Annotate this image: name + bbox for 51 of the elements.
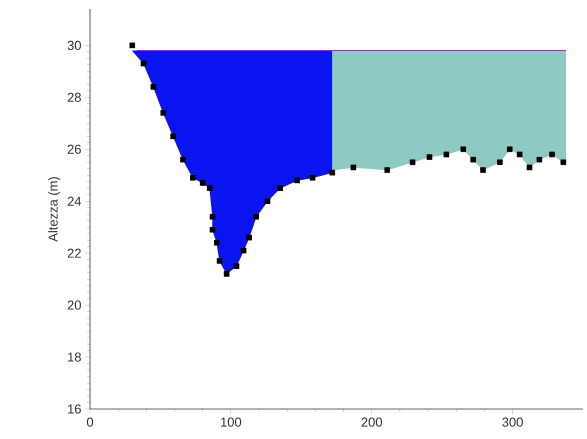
point bbox=[444, 152, 450, 158]
point bbox=[170, 133, 176, 140]
point bbox=[294, 178, 300, 184]
point bbox=[216, 258, 222, 264]
point bbox=[497, 159, 503, 166]
point bbox=[150, 84, 156, 90]
point bbox=[549, 152, 555, 158]
point bbox=[210, 226, 216, 233]
point bbox=[214, 240, 220, 246]
x-tick-label: 0 bbox=[86, 418, 94, 427]
x-tick-label: 100 bbox=[221, 418, 242, 427]
y-tick-label: 26 bbox=[68, 144, 81, 154]
point bbox=[560, 159, 566, 166]
point bbox=[310, 175, 316, 181]
y-tick-label: 20 bbox=[68, 300, 81, 310]
point bbox=[410, 159, 416, 166]
y-tick-label: 28 bbox=[68, 92, 81, 102]
y-axis-title: Altezza (m) bbox=[48, 177, 60, 242]
point bbox=[224, 271, 230, 277]
point bbox=[480, 167, 486, 173]
point bbox=[506, 146, 513, 152]
point bbox=[206, 185, 213, 192]
point bbox=[384, 167, 390, 173]
point bbox=[264, 198, 270, 204]
point bbox=[526, 164, 532, 170]
point bbox=[329, 170, 336, 176]
point bbox=[350, 164, 356, 170]
point bbox=[240, 248, 246, 254]
x-tick-label: 200 bbox=[362, 418, 382, 427]
y-tick-label: 24 bbox=[68, 196, 82, 206]
y-tick-label: 22 bbox=[68, 248, 81, 258]
point bbox=[140, 60, 146, 66]
y-tick-label: 30 bbox=[68, 40, 81, 50]
point bbox=[210, 214, 216, 220]
point bbox=[180, 156, 186, 162]
x-tick-label: 300 bbox=[502, 418, 523, 427]
point bbox=[234, 263, 240, 269]
y-tick-label: 16 bbox=[68, 404, 81, 414]
point bbox=[470, 156, 476, 162]
point bbox=[460, 146, 466, 152]
point bbox=[253, 214, 260, 220]
y-tick-label: 18 bbox=[68, 352, 81, 362]
point bbox=[129, 42, 136, 48]
point bbox=[200, 180, 206, 186]
point bbox=[516, 152, 522, 158]
point bbox=[426, 154, 432, 160]
point bbox=[277, 185, 283, 192]
point bbox=[160, 110, 166, 116]
point bbox=[246, 234, 252, 240]
point bbox=[536, 156, 542, 162]
point bbox=[190, 175, 196, 181]
